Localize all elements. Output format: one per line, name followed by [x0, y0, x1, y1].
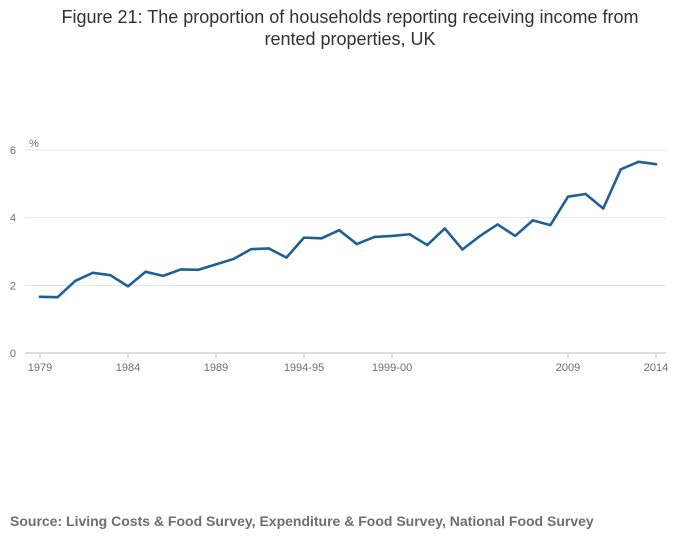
data-point — [267, 247, 270, 250]
data-point — [443, 227, 446, 230]
y-tick-label: 4 — [10, 213, 16, 225]
data-point — [109, 273, 112, 277]
x-tick-label: 1979 — [28, 362, 52, 374]
data-point — [56, 295, 59, 299]
data-point — [602, 207, 605, 210]
data-point — [197, 268, 200, 271]
data-point — [179, 268, 182, 271]
data-point — [531, 219, 534, 222]
data-point — [250, 247, 253, 251]
y-tick-label: 6 — [10, 145, 16, 157]
source-note: Source: Living Costs & Food Survey, Expe… — [10, 513, 594, 529]
data-point — [584, 192, 587, 196]
data-point — [426, 243, 429, 247]
data-point — [144, 270, 147, 273]
y-axis-label: % — [29, 138, 39, 150]
data-point — [320, 237, 323, 240]
y-tick-label: 2 — [10, 280, 16, 292]
chart-title-line-1: Figure 21: The proportion of households … — [61, 7, 639, 27]
x-tick-label: 2009 — [556, 362, 580, 374]
data-point — [566, 195, 570, 198]
data-point — [478, 234, 482, 238]
y-tick-label: 0 — [10, 348, 16, 360]
data-point — [408, 233, 411, 236]
data-point — [91, 271, 95, 275]
data-point — [619, 168, 622, 171]
data-point — [126, 285, 130, 288]
x-tick-label: 1994-95 — [284, 362, 324, 374]
x-tick-label: 1989 — [204, 362, 228, 374]
chart-title-line-2: rented properties, UK — [264, 29, 436, 49]
data-point — [214, 263, 218, 266]
data-point — [549, 223, 552, 227]
series-line — [38, 160, 658, 299]
data-point — [514, 234, 517, 238]
data-point — [74, 279, 77, 283]
chart-title: Figure 21: The proportion of households … — [20, 6, 680, 50]
data-point — [232, 257, 235, 261]
data-point — [390, 234, 394, 238]
x-tick-label: 1999-00 — [372, 362, 412, 374]
data-point — [162, 274, 165, 278]
data-point — [654, 163, 658, 166]
data-point — [461, 248, 464, 251]
data-point — [373, 235, 376, 239]
data-point — [285, 256, 288, 259]
data-point — [302, 236, 306, 239]
data-point — [355, 242, 358, 246]
data-point — [38, 295, 42, 299]
x-tick-label: 2014 — [644, 362, 668, 374]
data-point — [496, 223, 499, 226]
x-tick-label: 1984 — [116, 362, 140, 374]
data-point — [637, 160, 640, 164]
data-point — [338, 228, 341, 232]
